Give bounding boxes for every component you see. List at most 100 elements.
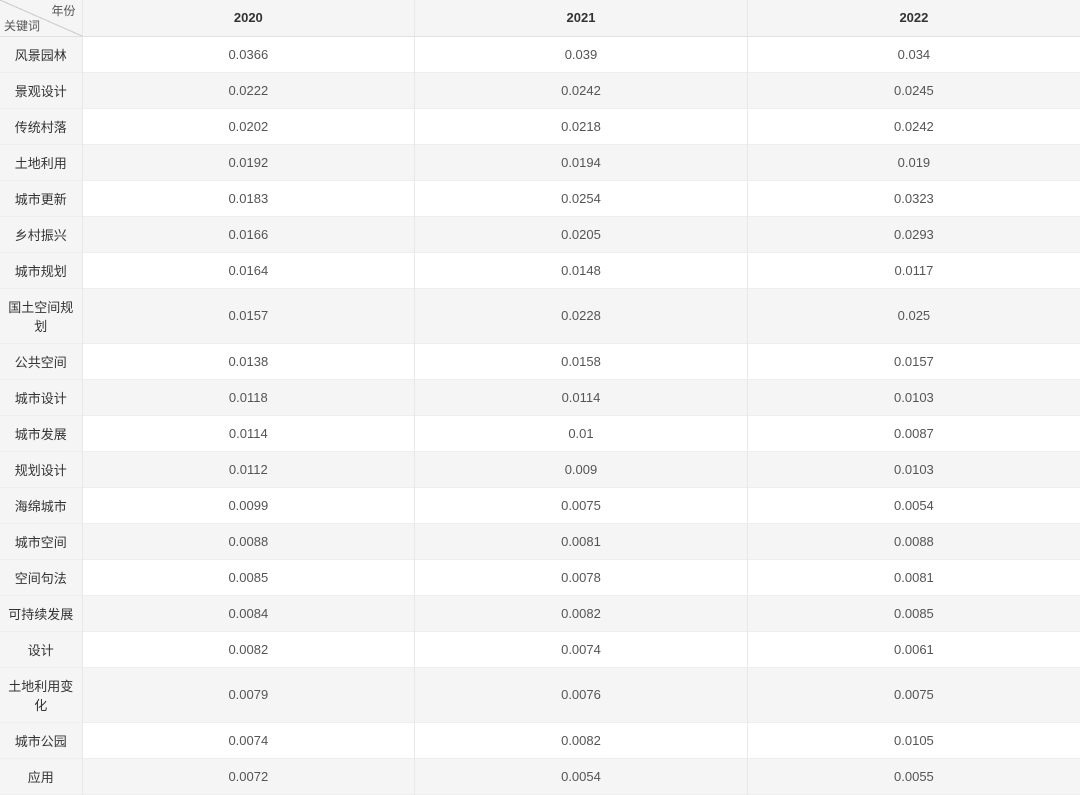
data-cell: 0.0074 xyxy=(82,722,415,758)
data-cell: 0.0323 xyxy=(747,180,1080,216)
table-row: 国土空间规划0.01570.02280.025 xyxy=(0,288,1080,343)
table-row: 规划设计0.01120.0090.0103 xyxy=(0,451,1080,487)
row-header: 应用 xyxy=(0,758,82,794)
row-header: 城市公园 xyxy=(0,722,82,758)
data-cell: 0.0242 xyxy=(415,72,748,108)
col-header: 2020 xyxy=(82,0,415,36)
table-row: 风景园林0.03660.0390.034 xyxy=(0,36,1080,72)
row-header: 土地利用变化 xyxy=(0,667,82,722)
corner-bottom-label: 关键词 xyxy=(4,17,40,34)
data-cell: 0.0054 xyxy=(747,487,1080,523)
data-cell: 0.0157 xyxy=(82,288,415,343)
table-row: 城市公园0.00740.00820.0105 xyxy=(0,722,1080,758)
data-cell: 0.0293 xyxy=(747,216,1080,252)
data-cell: 0.039 xyxy=(415,36,748,72)
data-cell: 0.0054 xyxy=(415,758,748,794)
col-header: 2021 xyxy=(415,0,748,36)
row-header: 城市设计 xyxy=(0,379,82,415)
row-header: 城市空间 xyxy=(0,523,82,559)
row-header: 城市更新 xyxy=(0,180,82,216)
data-cell: 0.0103 xyxy=(747,451,1080,487)
data-cell: 0.034 xyxy=(747,36,1080,72)
data-cell: 0.0081 xyxy=(415,523,748,559)
data-cell: 0.0192 xyxy=(82,144,415,180)
row-header: 景观设计 xyxy=(0,72,82,108)
table-body: 风景园林0.03660.0390.034景观设计0.02220.02420.02… xyxy=(0,36,1080,794)
data-cell: 0.0075 xyxy=(415,487,748,523)
table-row: 设计0.00820.00740.0061 xyxy=(0,631,1080,667)
table-row: 乡村振兴0.01660.02050.0293 xyxy=(0,216,1080,252)
data-cell: 0.0055 xyxy=(747,758,1080,794)
row-header: 可持续发展 xyxy=(0,595,82,631)
data-cell: 0.0157 xyxy=(747,343,1080,379)
data-cell: 0.0085 xyxy=(82,559,415,595)
data-cell: 0.0254 xyxy=(415,180,748,216)
table-row: 城市规划0.01640.01480.0117 xyxy=(0,252,1080,288)
table-header: 年份 关键词 2020 2021 2022 xyxy=(0,0,1080,36)
data-cell: 0.0117 xyxy=(747,252,1080,288)
data-cell: 0.0114 xyxy=(415,379,748,415)
table-row: 景观设计0.02220.02420.0245 xyxy=(0,72,1080,108)
data-cell: 0.0148 xyxy=(415,252,748,288)
table-row: 传统村落0.02020.02180.0242 xyxy=(0,108,1080,144)
table-row: 公共空间0.01380.01580.0157 xyxy=(0,343,1080,379)
data-cell: 0.0075 xyxy=(747,667,1080,722)
row-header: 城市规划 xyxy=(0,252,82,288)
row-header: 海绵城市 xyxy=(0,487,82,523)
data-cell: 0.0158 xyxy=(415,343,748,379)
row-header: 空间句法 xyxy=(0,559,82,595)
table-row: 城市空间0.00880.00810.0088 xyxy=(0,523,1080,559)
data-cell: 0.019 xyxy=(747,144,1080,180)
data-cell: 0.0085 xyxy=(747,595,1080,631)
table-row: 城市更新0.01830.02540.0323 xyxy=(0,180,1080,216)
data-cell: 0.0242 xyxy=(747,108,1080,144)
table-row: 土地利用变化0.00790.00760.0075 xyxy=(0,667,1080,722)
row-header: 公共空间 xyxy=(0,343,82,379)
data-cell: 0.0164 xyxy=(82,252,415,288)
table-row: 海绵城市0.00990.00750.0054 xyxy=(0,487,1080,523)
data-cell: 0.0138 xyxy=(82,343,415,379)
row-header: 城市发展 xyxy=(0,415,82,451)
table-row: 城市设计0.01180.01140.0103 xyxy=(0,379,1080,415)
table-row: 空间句法0.00850.00780.0081 xyxy=(0,559,1080,595)
data-cell: 0.0099 xyxy=(82,487,415,523)
corner-top-label: 年份 xyxy=(51,2,75,19)
data-cell: 0.01 xyxy=(415,415,748,451)
data-cell: 0.0082 xyxy=(82,631,415,667)
data-cell: 0.0105 xyxy=(747,722,1080,758)
keyword-year-table: 年份 关键词 2020 2021 2022 风景园林0.03660.0390.0… xyxy=(0,0,1080,795)
data-cell: 0.0079 xyxy=(82,667,415,722)
data-cell: 0.0114 xyxy=(82,415,415,451)
data-cell: 0.0183 xyxy=(82,180,415,216)
data-cell: 0.0078 xyxy=(415,559,748,595)
data-cell: 0.0082 xyxy=(415,722,748,758)
table-row: 应用0.00720.00540.0055 xyxy=(0,758,1080,794)
data-cell: 0.0088 xyxy=(82,523,415,559)
row-header: 设计 xyxy=(0,631,82,667)
row-header: 传统村落 xyxy=(0,108,82,144)
data-cell: 0.0202 xyxy=(82,108,415,144)
data-cell: 0.0084 xyxy=(82,595,415,631)
data-cell: 0.0228 xyxy=(415,288,748,343)
data-cell: 0.0245 xyxy=(747,72,1080,108)
data-cell: 0.0118 xyxy=(82,379,415,415)
data-cell: 0.0087 xyxy=(747,415,1080,451)
data-cell: 0.009 xyxy=(415,451,748,487)
data-cell: 0.0194 xyxy=(415,144,748,180)
row-header: 土地利用 xyxy=(0,144,82,180)
data-cell: 0.025 xyxy=(747,288,1080,343)
data-cell: 0.0103 xyxy=(747,379,1080,415)
data-cell: 0.0088 xyxy=(747,523,1080,559)
data-cell: 0.0082 xyxy=(415,595,748,631)
row-header: 乡村振兴 xyxy=(0,216,82,252)
row-header: 规划设计 xyxy=(0,451,82,487)
data-cell: 0.0166 xyxy=(82,216,415,252)
row-header: 风景园林 xyxy=(0,36,82,72)
row-header: 国土空间规划 xyxy=(0,288,82,343)
data-cell: 0.0366 xyxy=(82,36,415,72)
data-cell: 0.0205 xyxy=(415,216,748,252)
col-header: 2022 xyxy=(747,0,1080,36)
table-row: 可持续发展0.00840.00820.0085 xyxy=(0,595,1080,631)
data-cell: 0.0218 xyxy=(415,108,748,144)
table-row: 城市发展0.01140.010.0087 xyxy=(0,415,1080,451)
